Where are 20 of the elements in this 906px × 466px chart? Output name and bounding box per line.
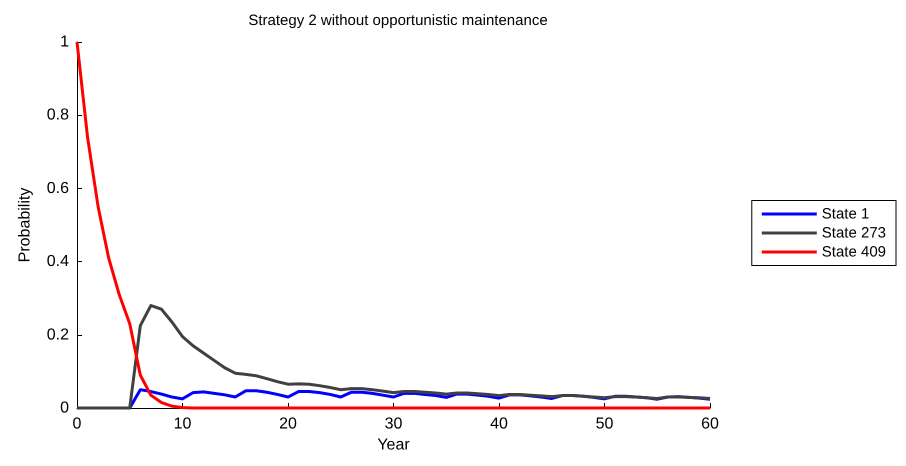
x-tick-label: 30	[384, 416, 402, 432]
y-tick-label: 0	[60, 400, 70, 416]
legend-label: State 1	[822, 206, 870, 222]
y-tick-label: 1	[60, 34, 70, 50]
y-tick-label: 0.2	[46, 326, 70, 344]
x-tick-label: 40	[490, 416, 508, 432]
x-tick-label: 50	[596, 416, 614, 432]
legend-label: State 273	[822, 224, 886, 242]
x-tick-label: 10	[174, 416, 192, 432]
legend-label: State 409	[822, 244, 886, 260]
chart-title: Strategy 2 without opportunistic maintenance	[248, 12, 548, 29]
x-tick-label: 0	[72, 416, 82, 432]
line-series	[76, 40, 712, 410]
x-axis-title: Year	[377, 436, 410, 454]
y-axis-title: Probability	[16, 188, 34, 262]
x-tick-label: 20	[279, 416, 297, 432]
x-tick-label: 60	[701, 416, 719, 432]
y-tick-label: 0.6	[46, 180, 70, 197]
y-tick-label: 0.4	[46, 253, 70, 270]
y-tick-label: 0.8	[46, 106, 70, 124]
